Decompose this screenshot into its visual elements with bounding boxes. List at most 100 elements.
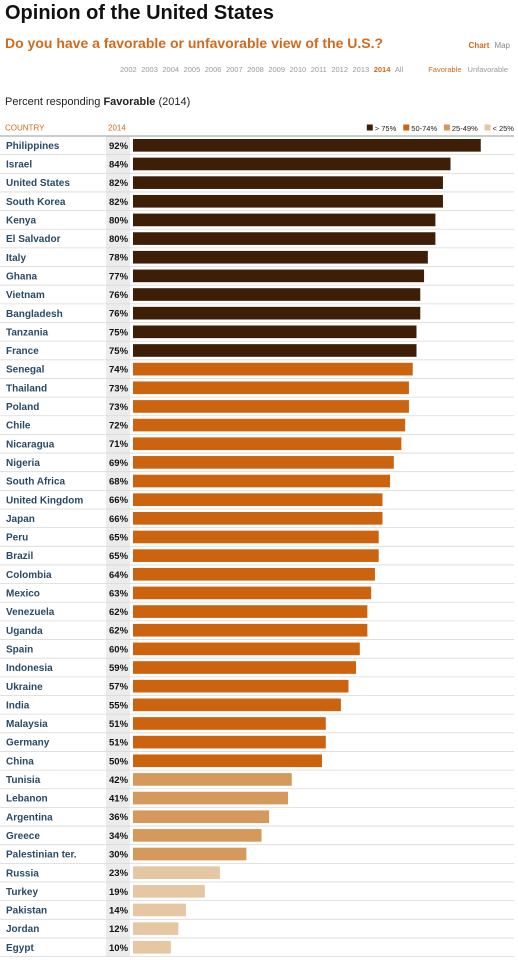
country-label: Palestinian ter.	[6, 850, 77, 861]
bar	[133, 903, 186, 917]
bar	[133, 418, 406, 432]
country-label: France	[6, 346, 39, 357]
legend-swatch	[366, 124, 373, 131]
country-label: Lebanon	[6, 794, 48, 805]
bar	[133, 474, 391, 488]
value-label: 69%	[109, 458, 129, 469]
bar	[133, 176, 443, 189]
country-label: Brazil	[6, 551, 33, 562]
year-column-header: 2014	[108, 124, 126, 133]
value-label: 50%	[109, 756, 129, 767]
value-label: 19%	[109, 887, 129, 898]
year-option-2003[interactable]: 2003	[141, 65, 158, 74]
value-label: 57%	[109, 682, 129, 693]
value-label: 75%	[109, 327, 129, 338]
year-option-2010[interactable]: 2010	[289, 65, 307, 74]
bar	[133, 325, 417, 339]
country-label: Greece	[6, 831, 40, 842]
bar	[133, 344, 417, 357]
country-label: Tunisia	[6, 775, 41, 786]
value-label: 36%	[109, 812, 129, 823]
response-option-unfavorable[interactable]: Unfavorable	[467, 65, 508, 74]
value-label: 62%	[109, 607, 129, 618]
year-option-2009[interactable]: 2009	[268, 65, 285, 74]
country-label: China	[6, 756, 34, 767]
bar	[133, 885, 205, 898]
legend-label: > 75%	[375, 124, 397, 133]
view-toggle-chart[interactable]: Chart	[468, 41, 490, 50]
bar	[133, 306, 421, 320]
country-label: Thailand	[6, 383, 47, 394]
value-label: 14%	[109, 905, 129, 916]
bar	[133, 940, 171, 954]
year-option-2008[interactable]: 2008	[247, 65, 264, 74]
bar	[133, 213, 436, 227]
description-suffix: (2014)	[155, 96, 191, 108]
bar	[133, 250, 428, 264]
bar	[133, 661, 357, 674]
country-label: Malaysia	[6, 719, 48, 730]
value-label: 82%	[109, 197, 129, 208]
legend-label: 25-49%	[452, 124, 478, 133]
country-label: El Salvador	[6, 234, 61, 245]
year-option-2013[interactable]: 2013	[352, 65, 370, 74]
bar	[133, 288, 421, 301]
value-label: 80%	[109, 215, 129, 226]
year-option-2006[interactable]: 2006	[204, 65, 222, 74]
value-label: 73%	[109, 402, 129, 413]
bar	[133, 437, 402, 451]
country-label: South Korea	[6, 197, 66, 208]
year-option-2004[interactable]: 2004	[162, 65, 180, 74]
value-label: 64%	[109, 570, 129, 581]
year-option-2002[interactable]: 2002	[120, 65, 137, 74]
country-label: United States	[6, 178, 70, 189]
bar	[133, 269, 425, 283]
year-option-2005[interactable]: 2005	[183, 65, 201, 74]
country-label: Spain	[6, 644, 33, 655]
country-label: Jordan	[6, 924, 39, 935]
value-label: 60%	[109, 644, 129, 655]
bar	[133, 717, 326, 730]
value-label: 55%	[109, 700, 129, 711]
bar	[133, 381, 409, 395]
country-label: Ghana	[6, 271, 38, 282]
year-option-2012[interactable]: 2012	[331, 65, 349, 74]
response-option-favorable[interactable]: Favorable	[428, 65, 462, 74]
bar	[133, 698, 341, 712]
value-label: 10%	[109, 943, 129, 954]
country-label: Uganda	[6, 626, 43, 637]
country-label: Nicaragua	[6, 439, 55, 450]
legend-swatch	[403, 124, 410, 131]
country-label: Egypt	[6, 943, 34, 954]
view-toggle-map[interactable]: Map	[494, 41, 510, 50]
legend-label: 50-74%	[411, 124, 437, 133]
bar	[133, 847, 247, 861]
bar	[133, 605, 368, 618]
bar	[133, 922, 179, 935]
value-label: 72%	[109, 421, 129, 432]
country-label: Turkey	[6, 887, 38, 898]
value-label: 12%	[109, 924, 129, 935]
value-label: 76%	[109, 290, 129, 301]
bar	[133, 549, 379, 562]
year-option-2007[interactable]: 2007	[225, 65, 243, 74]
value-label: 30%	[109, 850, 129, 861]
year-option-2014[interactable]: 2014	[373, 65, 391, 74]
country-label: India	[6, 700, 30, 711]
bar	[133, 139, 481, 152]
bar	[133, 567, 375, 581]
bar	[133, 735, 326, 749]
value-label: 92%	[109, 141, 129, 152]
year-option-2011[interactable]: 2011	[310, 65, 327, 74]
bar	[133, 586, 372, 600]
value-label: 73%	[109, 383, 129, 394]
chart-description: Percent responding Favorable (2014)	[5, 96, 190, 108]
bar	[133, 810, 270, 824]
value-label: 41%	[109, 794, 129, 805]
country-label: Colombia	[6, 570, 52, 581]
description-emphasis: Favorable	[103, 96, 156, 108]
year-option-all[interactable]: All	[394, 65, 404, 74]
bar	[133, 829, 262, 842]
value-label: 76%	[109, 309, 129, 320]
bar	[133, 623, 368, 637]
